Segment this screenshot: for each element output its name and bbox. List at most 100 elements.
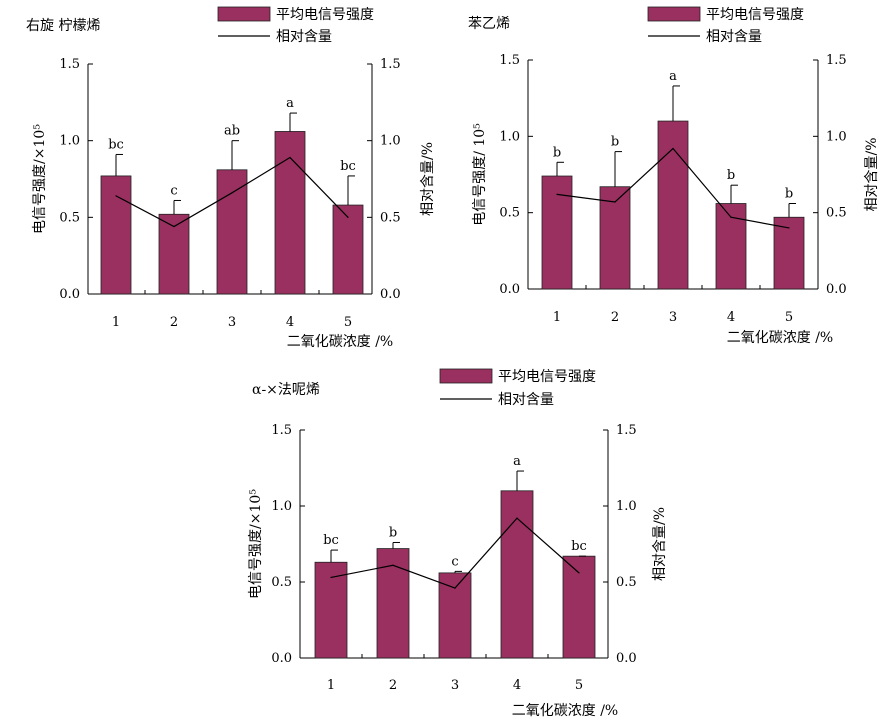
line-point [347,216,349,218]
bar [274,131,306,295]
y-tick-label: 1.5 [59,57,80,72]
significance-label: c [170,183,177,198]
y2-axis-label: 相对含量/% [420,142,436,216]
x-tick-label: 4 [513,678,521,693]
legend-bar-swatch [647,6,701,22]
bar [541,175,573,290]
y-tick-label: 1.5 [499,53,520,68]
x-tick-label: 2 [611,310,619,325]
y-tick-label: 0.0 [59,287,80,302]
y2-tick-label: 1.5 [380,57,401,72]
y-axis-label: 电信号强度/ 10⁵ [472,123,488,226]
x-tick-label: 5 [575,678,583,693]
y-tick-label: 1.0 [59,134,80,149]
significance-label: b [389,525,397,540]
x-tick-label: 1 [112,315,120,330]
chart-title: 苯乙烯 [468,15,510,32]
y2-axis-label: 相对含量/% [864,137,880,211]
line-point [115,195,117,197]
x-tick-label: 2 [389,678,397,693]
significance-label: a [669,69,677,84]
significance-label: a [286,96,294,111]
line-point [516,517,518,519]
bar [500,490,534,659]
y2-tick-label: 0.0 [826,282,847,297]
y-tick-label: 0.5 [499,206,520,221]
line-point [454,587,456,589]
legend-line-label: 相对含量 [498,392,554,408]
line-point [392,564,394,566]
x-tick-label: 2 [170,315,178,330]
significance-label: bc [108,137,124,152]
significance-label: b [785,187,793,202]
bar [100,175,132,295]
chart-title: 右旋 柠檬烯 [26,18,100,34]
y-tick-label: 0.0 [271,651,292,666]
line-point [614,201,616,203]
x-tick-label: 1 [553,310,561,325]
x-tick-label: 1 [327,678,335,693]
line-point [173,225,175,228]
significance-label: bc [323,533,339,548]
line-point [289,156,291,159]
bar [599,186,631,290]
legend-line-label: 相对含量 [706,29,762,45]
x-tick-label: 3 [228,315,236,330]
y-tick-label: 0.5 [59,210,80,225]
line-point [730,216,732,218]
significance-label: b [553,145,561,160]
y-axis-label: 电信号强度/×10⁵ [32,124,48,234]
x-axis-label: 二氧化碳浓度 /% [727,330,833,346]
bar [314,561,348,659]
y2-axis-label: 相对含量/% [652,507,668,581]
line-point [578,572,580,574]
bar [332,204,364,295]
y2-tick-label: 0.5 [826,206,847,221]
x-tick-label: 4 [286,315,294,330]
x-axis-label: 二氧化碳浓度 /% [512,703,618,719]
significance-label: bc [340,159,356,174]
bar [773,216,805,290]
x-tick-label: 3 [451,678,459,693]
line-point [231,192,233,194]
y2-tick-label: 1.5 [826,53,847,68]
y2-tick-label: 1.5 [616,423,637,438]
chart-title: α-×法呢烯 [252,382,320,398]
y2-tick-label: 1.0 [616,499,637,514]
line-point [672,147,674,150]
x-axis-label: 二氧化碳浓度 /% [287,334,393,350]
significance-label: bc [571,539,587,554]
x-tick-label: 5 [785,310,793,325]
y2-tick-label: 0.5 [380,210,401,225]
y-tick-label: 1.5 [271,423,292,438]
line-point [788,227,790,229]
legend-bar-label: 平均电信号强度 [498,369,596,385]
bar [438,572,472,659]
y2-tick-label: 1.0 [380,134,401,149]
y-tick-label: 0.5 [271,575,292,590]
y-tick-label: 1.0 [271,499,292,514]
y2-tick-label: 0.0 [380,287,401,302]
y2-tick-label: 0.0 [616,651,637,666]
legend-bar-label: 平均电信号强度 [276,7,374,23]
y-axis-label: 电信号强度/×10⁵ [248,489,264,599]
x-tick-label: 4 [727,310,735,325]
bar [216,169,248,295]
legend-bar-swatch [439,368,493,384]
legend-bar-swatch [217,6,271,22]
significance-label: a [513,454,521,469]
y2-tick-label: 0.5 [616,575,637,590]
significance-label: ab [224,124,240,139]
significance-label: b [611,135,619,150]
y-tick-label: 0.0 [499,282,520,297]
x-tick-label: 3 [669,310,677,325]
line-point [330,576,332,579]
significance-label: b [727,168,735,183]
significance-label: c [451,554,458,569]
y2-tick-label: 1.0 [826,129,847,144]
bar [562,555,596,659]
